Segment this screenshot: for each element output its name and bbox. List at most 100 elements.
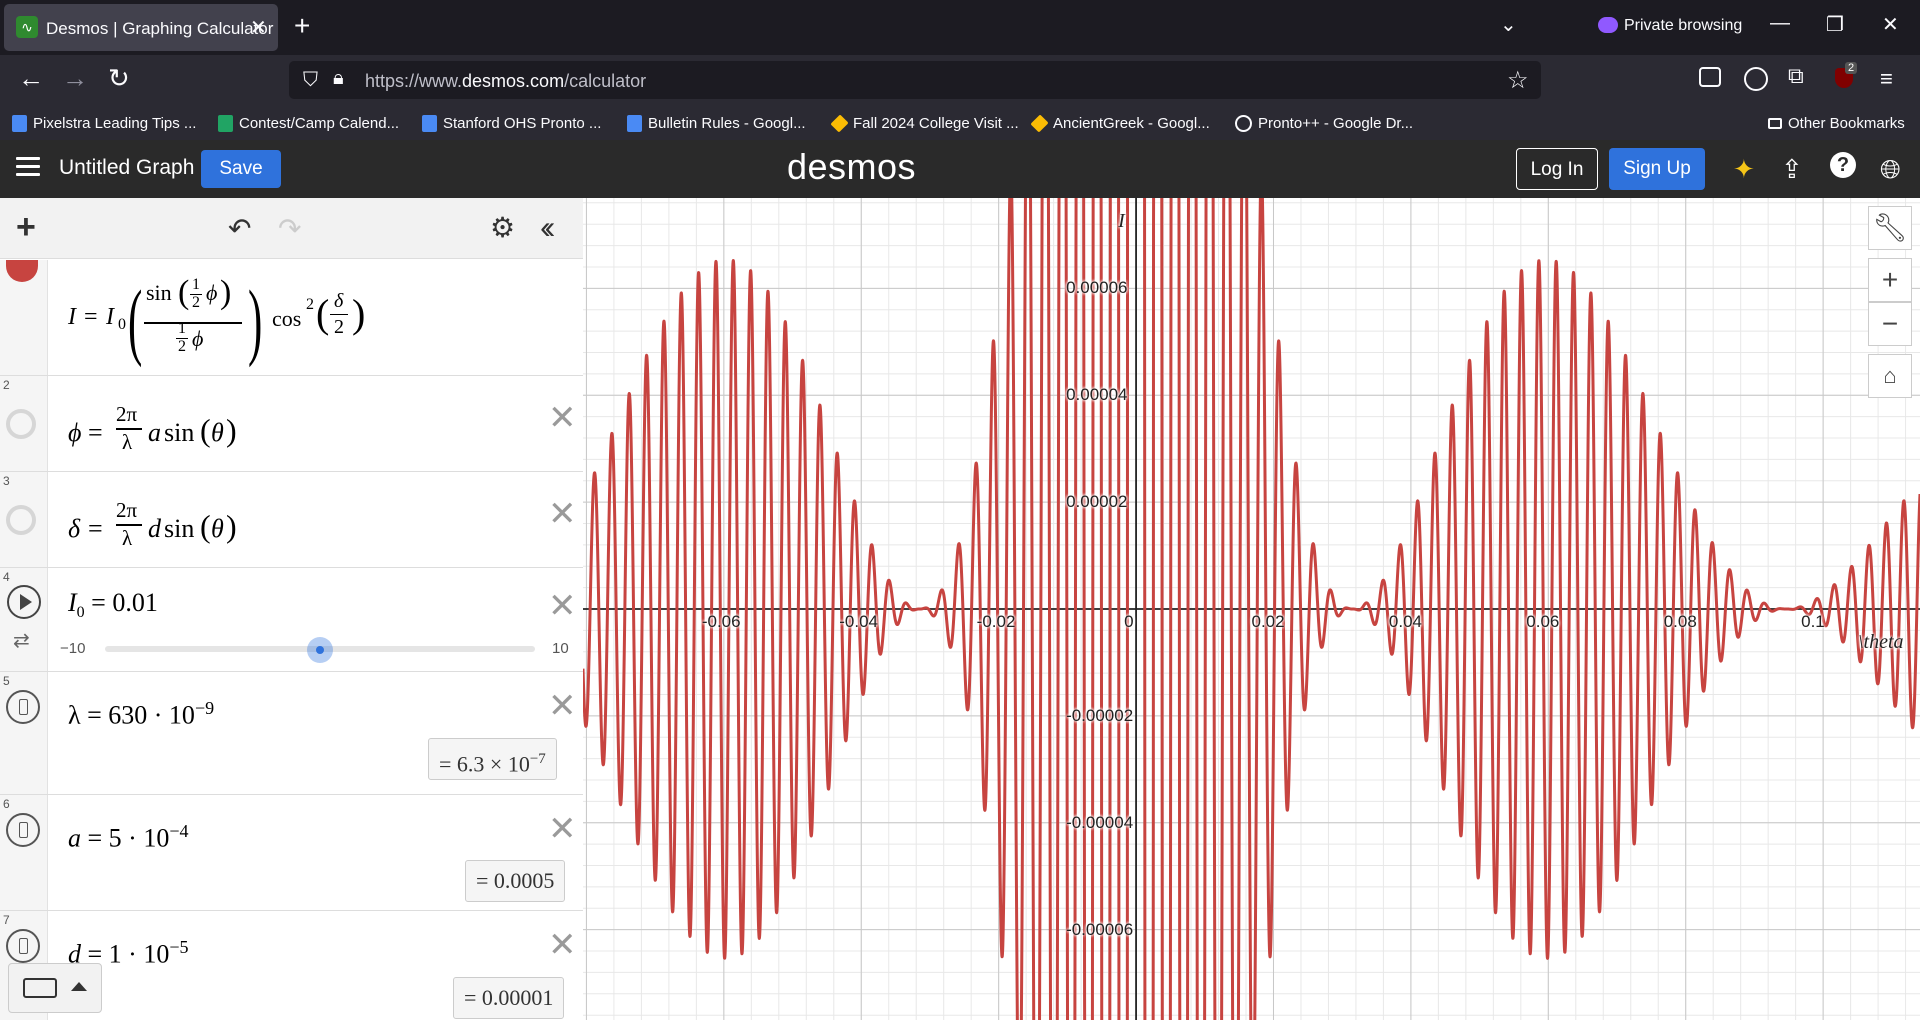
browser-menu-icon[interactable]: ≡: [1880, 66, 1893, 91]
slider-max[interactable]: 10: [552, 640, 569, 657]
undo-icon[interactable]: ↶: [228, 213, 252, 244]
x-tick-label: 0.08: [1663, 612, 1697, 631]
expression-row[interactable]: I = I 0 ( sin ( 1 2 ϕ ) 1 2 ϕ ) cos 2 ( …: [0, 260, 583, 376]
bookmark-item[interactable]: AncientGreek - Googl...: [1030, 113, 1210, 133]
expression-row[interactable]: 5 λ = 630 · 10−9 = 6.3 × 10−7 ✕: [0, 672, 583, 795]
play-slider-button[interactable]: [7, 585, 41, 619]
reload-icon[interactable]: ↻: [108, 63, 130, 93]
extensions-icon[interactable]: ⧉: [1788, 63, 1804, 88]
bookmark-item[interactable]: Pronto++ - Google Dr...: [1235, 113, 1413, 133]
restore-icon[interactable]: ❐: [1826, 14, 1844, 36]
y-tick-label: 0.00006: [1066, 278, 1128, 298]
slider-min[interactable]: −10: [60, 640, 86, 657]
private-browsing-icon: [1598, 17, 1618, 33]
language-globe-icon[interactable]: 🌐︎: [1880, 154, 1901, 184]
constant-icon[interactable]: [6, 929, 40, 963]
login-button[interactable]: Log In: [1516, 148, 1598, 190]
doc-icon: [422, 114, 437, 132]
help-icon[interactable]: ?: [1830, 152, 1856, 178]
delete-expression-icon[interactable]: ✕: [548, 587, 577, 625]
y-tick-label: 0.00004: [1066, 385, 1128, 405]
constant-icon[interactable]: [6, 813, 40, 847]
graph-paper[interactable]: -0.06 -0.04 -0.02 0 0.02 0.04 0.06 0.08 0.1 0.000…: [583, 198, 1920, 1020]
navigation-bar: ← → ↻ ⛉ 🔒︎ https://www.desmos.com/calcul…: [0, 55, 1920, 105]
bookmark-item[interactable]: Fall 2024 College Visit ...: [830, 113, 1019, 133]
zoom-out-icon[interactable]: −: [1868, 302, 1912, 346]
expression-toolbar: + ↶ ↷ ⚙ ‹‹: [0, 198, 583, 259]
x-tick-label: 0.1: [1801, 612, 1825, 631]
lock-icon[interactable]: 🔒︎: [333, 67, 344, 89]
sparkle-icon[interactable]: ✦: [1733, 154, 1755, 184]
y-tick-label: 0.00002: [1066, 492, 1128, 512]
close-window-icon[interactable]: ✕: [1882, 14, 1899, 36]
hidden-graph-toggle-icon[interactable]: [6, 505, 36, 535]
keyboard-toggle-button[interactable]: [8, 963, 102, 1013]
evaluation-result: = 0.0005: [465, 860, 566, 902]
intensity-curve[interactable]: [583, 198, 1920, 1020]
expression-1-math[interactable]: I = I 0 ( sin ( 1 2 ϕ ) 1 2 ϕ ) cos 2 ( …: [68, 272, 366, 368]
settings-gear-icon[interactable]: ⚙: [490, 212, 516, 243]
desmos-header: Untitled Graph Save desmos Log In Sign U…: [0, 140, 1920, 198]
expression-number: 6: [3, 797, 10, 811]
doc-icon: [627, 114, 642, 132]
delete-expression-icon[interactable]: ✕: [548, 495, 577, 533]
bookmark-item[interactable]: Pixelstra Leading Tips ...: [12, 113, 196, 133]
expression-2-math[interactable]: ϕ = 2π λ a sin ( θ ): [68, 402, 237, 454]
x-tick-label: 0.04: [1388, 612, 1422, 631]
expression-row[interactable]: 2 ϕ = 2π λ a sin ( θ ) ✕: [0, 376, 583, 472]
expression-row[interactable]: 6 a = 5 · 10−4 = 0.0005 ✕: [0, 795, 583, 911]
y-tick-label: -0.00006: [1066, 919, 1134, 939]
delete-expression-icon[interactable]: ✕: [548, 399, 577, 437]
add-item-icon[interactable]: +: [16, 208, 36, 246]
account-icon[interactable]: [1744, 67, 1768, 91]
save-button[interactable]: Save: [201, 150, 281, 188]
minimize-icon[interactable]: —: [1770, 12, 1790, 34]
browser-tab[interactable]: ∿ Desmos | Graphing Calculator ✕: [4, 4, 278, 51]
delete-expression-icon[interactable]: ✕: [548, 926, 577, 964]
close-tab-icon[interactable]: ✕: [250, 17, 267, 39]
graph-title[interactable]: Untitled Graph: [59, 156, 195, 179]
home-icon[interactable]: ⌂: [1868, 354, 1912, 398]
bookmark-star-icon[interactable]: ☆: [1507, 67, 1529, 94]
url-text[interactable]: https://www.desmos.com/calculator: [365, 71, 647, 91]
hamburger-menu-icon[interactable]: [16, 157, 40, 177]
other-bookmarks[interactable]: Other Bookmarks: [1768, 113, 1905, 133]
bookmark-item[interactable]: Bulletin Rules - Googl...: [627, 113, 806, 133]
new-tab-icon[interactable]: +: [294, 10, 311, 41]
pocket-icon[interactable]: [1699, 67, 1721, 87]
folder-icon: [1768, 117, 1782, 129]
evaluation-result: = 0.00001: [453, 977, 565, 1019]
redo-icon[interactable]: ↷: [278, 213, 302, 244]
back-icon[interactable]: ←: [18, 63, 44, 93]
collapse-list-icon[interactable]: ‹‹: [540, 209, 556, 245]
hidden-graph-toggle-icon[interactable]: [6, 409, 36, 439]
list-all-tabs-icon[interactable]: ⌄: [1500, 14, 1517, 36]
delete-expression-icon[interactable]: ✕: [548, 810, 577, 848]
expression-6-math[interactable]: a = 5 · 10−4: [68, 821, 189, 853]
slider-thumb[interactable]: [307, 637, 333, 663]
signup-button[interactable]: Sign Up: [1609, 148, 1705, 190]
expression-number: 7: [3, 913, 10, 927]
graph-color-icon[interactable]: [6, 260, 38, 282]
y-tick-label: -0.00002: [1066, 705, 1134, 725]
tab-title: Desmos | Graphing Calculator: [46, 19, 274, 38]
expression-5-math[interactable]: λ = 630 · 10−9: [68, 698, 215, 730]
private-browsing-label: Private browsing: [1624, 17, 1743, 34]
bookmark-item[interactable]: Contest/Camp Calend...: [218, 113, 399, 133]
expression-row[interactable]: 4 ⇄ I0 = 0.01 −10 10 ✕: [0, 568, 583, 672]
graph-settings-wrench-icon[interactable]: 🔧︎: [1868, 206, 1912, 250]
share-icon[interactable]: ⇪: [1781, 154, 1803, 184]
expression-4-math[interactable]: I0 = 0.01: [68, 588, 158, 622]
x-tick-label: 0.02: [1251, 612, 1285, 631]
forward-icon[interactable]: →: [62, 63, 88, 93]
graph-canvas[interactable]: [583, 198, 1920, 1020]
tracking-shield-icon[interactable]: ⛉: [303, 69, 318, 91]
loop-icon[interactable]: ⇄: [13, 630, 30, 652]
expression-row[interactable]: 3 δ = 2π λ d sin ( θ ) ✕: [0, 472, 583, 568]
constant-icon[interactable]: [6, 690, 40, 724]
bookmark-item[interactable]: Stanford OHS Pronto ...: [422, 113, 601, 133]
zoom-in-icon[interactable]: +: [1868, 258, 1912, 302]
address-bar[interactable]: ⛉ 🔒︎ https://www.desmos.com/calculator ☆: [289, 61, 1541, 99]
delete-expression-icon[interactable]: ✕: [548, 687, 577, 725]
expression-3-math[interactable]: δ = 2π λ d sin ( θ ): [68, 498, 237, 550]
